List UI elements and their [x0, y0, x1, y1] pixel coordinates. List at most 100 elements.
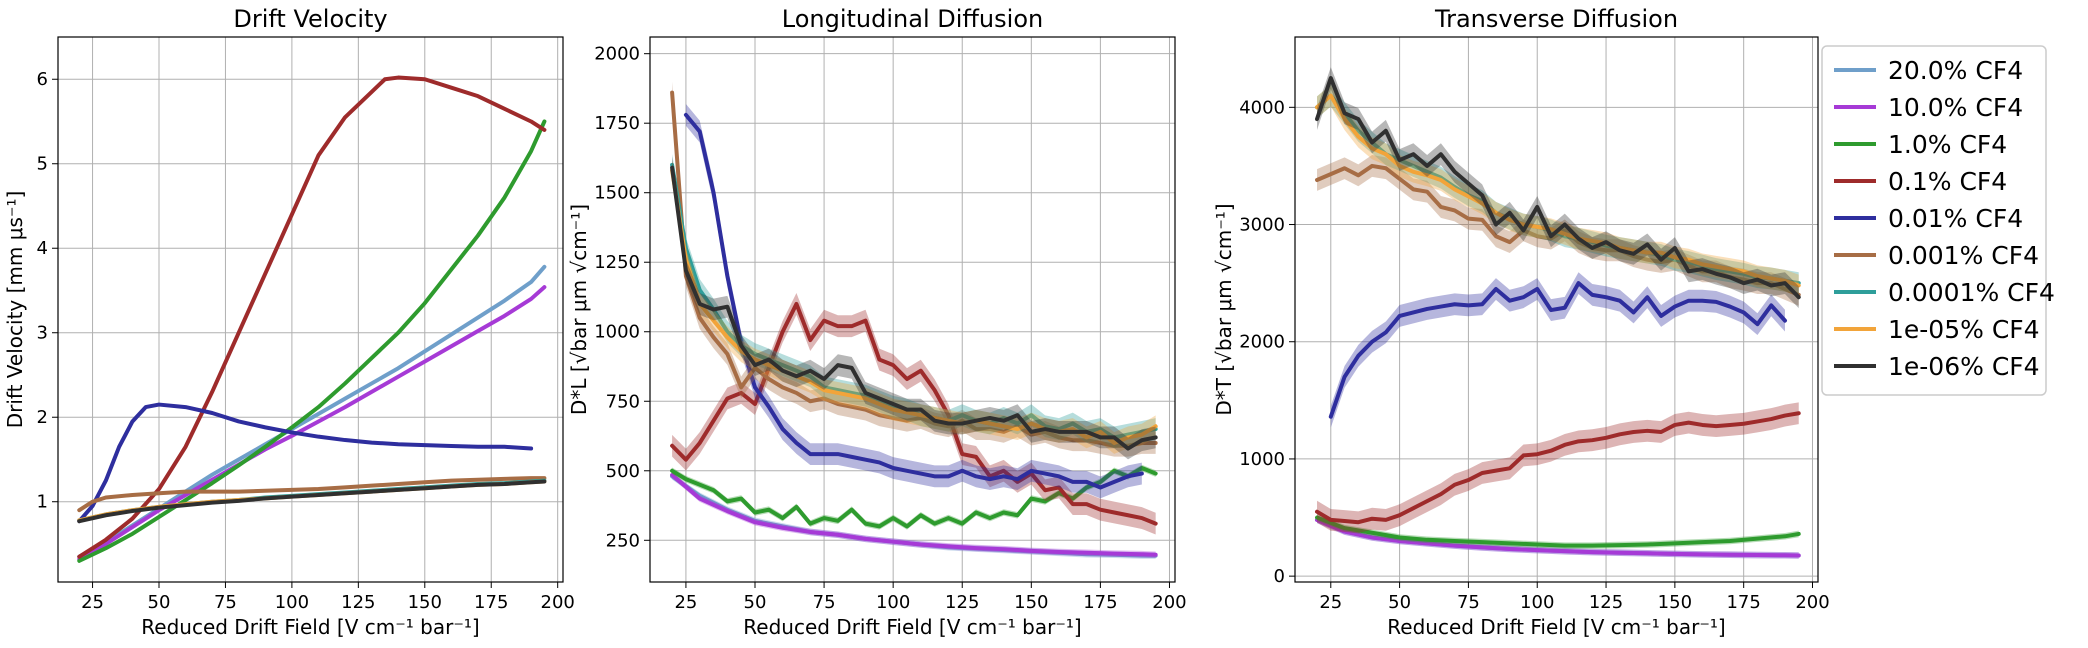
- legend-label: 20.0% CF4: [1888, 56, 2023, 85]
- x-tick-label: 175: [474, 592, 508, 613]
- y-tick-label: 4: [37, 238, 48, 259]
- series-band: [672, 159, 1156, 454]
- series-line: [1315, 93, 1801, 288]
- x-tick-label: 150: [1014, 592, 1048, 613]
- x-tick-label: 100: [1520, 592, 1554, 613]
- series-line: [77, 476, 547, 513]
- x-tick-label: 75: [214, 592, 237, 613]
- legend-label: 1.0% CF4: [1888, 130, 2007, 159]
- series-band: [672, 156, 1156, 460]
- series-line: [77, 285, 547, 562]
- y-tick-label: 2000: [1239, 332, 1285, 353]
- y-tick-label: 2: [37, 407, 48, 428]
- axes-frame: [1294, 36, 1819, 583]
- panel-1: 25 50 75 100 125 150 175 200 1 2 3 4 5 6 Drift Velocit…: [3, 5, 575, 639]
- y-tick-label: 1500: [594, 183, 640, 204]
- y-tick-label: 1750: [594, 113, 640, 134]
- y-tick-label: 1000: [1239, 449, 1285, 470]
- x-tick-label: 175: [1083, 592, 1117, 613]
- series-line: [1315, 93, 1801, 286]
- x-tick-label: 175: [1726, 592, 1760, 613]
- series-band: [1317, 84, 1799, 297]
- series-band: [1317, 402, 1799, 534]
- plot-area: [1315, 67, 1801, 559]
- series-line: [77, 75, 547, 559]
- x-tick-label: 75: [1457, 592, 1480, 613]
- y-axis-label: D*L [√bar μm √cm⁻¹]: [567, 204, 591, 415]
- series-line: [77, 119, 547, 563]
- x-tick-label: 25: [674, 592, 697, 613]
- series-line: [670, 472, 1158, 557]
- y-tick-label: 4000: [1239, 97, 1285, 118]
- x-tick-label: 100: [275, 592, 309, 613]
- axes-frame: [57, 36, 564, 583]
- series-line: [77, 402, 534, 524]
- series-line: [1315, 517, 1801, 558]
- x-tick-label: 150: [408, 592, 442, 613]
- y-tick-label: 2000: [594, 44, 640, 65]
- series-line: [670, 465, 1158, 529]
- x-axis-label: Reduced Drift Field [V cm⁻¹ bar⁻¹]: [1387, 615, 1725, 639]
- x-tick-label: 125: [1589, 592, 1623, 613]
- plot-area: [670, 81, 1158, 559]
- y-tick-label: 3: [37, 323, 48, 344]
- series-line: [1315, 76, 1801, 300]
- series-line: [670, 90, 1158, 448]
- series-line: [670, 165, 1158, 451]
- series-line: [1328, 281, 1787, 419]
- x-tick-label: 25: [81, 592, 104, 613]
- x-tick-label: 125: [945, 592, 979, 613]
- x-axis-label: Reduced Drift Field [V cm⁻¹ bar⁻¹]: [743, 615, 1081, 639]
- y-tick-label: 0: [1274, 566, 1285, 587]
- x-tick-label: 50: [148, 592, 171, 613]
- y-tick-label: 1000: [594, 322, 640, 343]
- panel-title: Drift Velocity: [233, 5, 387, 33]
- series-line: [683, 112, 1144, 490]
- series-band: [1317, 67, 1799, 309]
- y-tick-label: 1250: [594, 252, 640, 273]
- legend: 20.0% CF4 10.0% CF4 1.0% CF4 0.1% CF4 0.01% …: [1821, 45, 2055, 396]
- series-line: [670, 301, 1158, 526]
- x-tick-label: 25: [1319, 592, 1342, 613]
- x-tick-label: 200: [1795, 592, 1829, 613]
- axes-frame: [649, 36, 1176, 583]
- y-tick-label: 5: [37, 154, 48, 175]
- panel-3: 25 50 75 100 125 150 175 20001000200030004000Tr…: [1212, 5, 1830, 639]
- y-tick-label: 250: [606, 530, 640, 551]
- panel-2: 25 50 75 100 125 150 175 200 250 500 750 1000 1250 15…: [567, 5, 1187, 639]
- legend-label: 0.1% CF4: [1888, 167, 2007, 196]
- panel-title: Transverse Diffusion: [1434, 5, 1678, 33]
- panel-title: Longitudinal Diffusion: [782, 5, 1043, 33]
- x-tick-label: 50: [744, 592, 767, 613]
- x-tick-label: 75: [813, 592, 836, 613]
- y-tick-label: 500: [606, 461, 640, 482]
- x-tick-label: 50: [1388, 592, 1411, 613]
- y-axis-label: Drift Velocity [mm μs⁻¹]: [3, 191, 27, 429]
- y-tick-label: 6: [37, 69, 48, 90]
- series-line: [1315, 411, 1801, 525]
- legend-label: 10.0% CF4: [1888, 93, 2023, 122]
- series-band: [672, 471, 1156, 559]
- x-tick-label: 150: [1658, 592, 1692, 613]
- series-line: [77, 479, 547, 524]
- series-band: [672, 293, 1156, 535]
- legend-label: 0.001% CF4: [1888, 241, 2039, 270]
- series-line: [1315, 515, 1801, 548]
- y-tick-label: 750: [606, 391, 640, 412]
- x-tick-label: 200: [1152, 592, 1186, 613]
- plot-area: [77, 75, 547, 563]
- y-tick-label: 3000: [1239, 215, 1285, 236]
- legend-label: 1e-06% CF4: [1888, 352, 2040, 381]
- series-band: [672, 473, 1156, 559]
- legend-label: 1e-05% CF4: [1888, 315, 2040, 344]
- legend-label: 0.01% CF4: [1888, 204, 2023, 233]
- x-tick-label: 100: [876, 592, 910, 613]
- y-tick-label: 1: [37, 492, 48, 513]
- legend-frame: [1821, 45, 2047, 396]
- x-axis-label: Reduced Drift Field [V cm⁻¹ bar⁻¹]: [141, 615, 479, 639]
- x-tick-label: 200: [541, 592, 575, 613]
- series-band: [1330, 272, 1785, 428]
- legend-label: 0.0001% CF4: [1888, 278, 2055, 307]
- y-axis-label: D*T [√bar μm √cm⁻¹]: [1212, 203, 1236, 415]
